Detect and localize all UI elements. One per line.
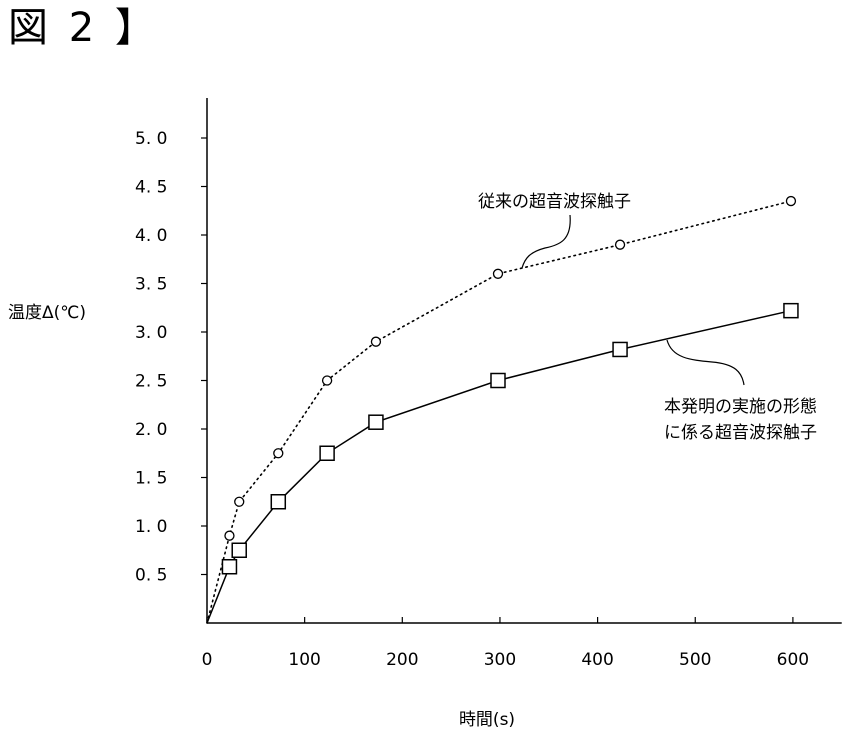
x-tick-label: 400 <box>581 650 613 670</box>
data-point-square <box>222 560 236 574</box>
y-tick-label: 1. 0 <box>135 517 167 537</box>
y-tick-label: 0. 5 <box>135 566 167 586</box>
y-tick-label: 2. 0 <box>135 420 167 440</box>
y-axis-label: 温度Δ(℃) <box>8 303 86 323</box>
data-point-circle <box>235 497 244 506</box>
data-point-circle <box>225 531 234 540</box>
x-tick-label: 0 <box>202 650 213 670</box>
annotation-leader-0 <box>522 215 570 268</box>
annotation-series-1-line: に係る超音波探触子 <box>664 423 817 443</box>
y-tick-label: 1. 5 <box>135 469 167 489</box>
y-tick-label: 3. 0 <box>135 323 167 343</box>
data-point-circle <box>371 337 380 346</box>
data-point-circle <box>493 269 502 278</box>
data-point-square <box>271 495 285 509</box>
x-tick-label: 500 <box>679 650 711 670</box>
data-point-circle <box>786 197 795 206</box>
data-point-square <box>491 374 505 388</box>
annotations: 従来の超音波探触子本発明の実施の形態に係る超音波探触子 <box>478 192 817 443</box>
data-point-square <box>613 342 627 356</box>
data-point-circle <box>323 376 332 385</box>
y-tick-label: 4. 5 <box>135 178 167 198</box>
data-point-square <box>320 446 334 460</box>
data-point-circle <box>274 449 283 458</box>
series-markers <box>222 197 797 574</box>
axes <box>207 98 842 623</box>
data-point-square <box>369 415 383 429</box>
annotation-series-0: 従来の超音波探触子 <box>478 192 631 212</box>
annotation-leader-1 <box>667 340 744 385</box>
x-ticks: 0 100 200 300 400 500 600 <box>202 617 810 670</box>
x-tick-label: 300 <box>484 650 516 670</box>
series-line-1 <box>207 311 791 623</box>
y-tick-label: 2. 5 <box>135 372 167 392</box>
x-tick-label: 100 <box>288 650 320 670</box>
annotation-series-1-line: 本発明の実施の形態 <box>664 397 817 417</box>
y-ticks: 0. 5 1. 0 1. 5 2. 0 2. 5 3. 0 3. 5 4. 0 4. 5 5. 0 <box>135 129 207 586</box>
data-point-square <box>232 543 246 557</box>
data-point-circle <box>616 240 625 249</box>
y-tick-label: 4. 0 <box>135 226 167 246</box>
y-tick-label: 5. 0 <box>135 129 167 149</box>
x-tick-label: 600 <box>777 650 809 670</box>
y-tick-label: 3. 5 <box>135 275 167 295</box>
data-point-square <box>784 304 798 318</box>
x-tick-label: 200 <box>386 650 418 670</box>
x-axis-label: 時間(s) <box>459 710 515 730</box>
